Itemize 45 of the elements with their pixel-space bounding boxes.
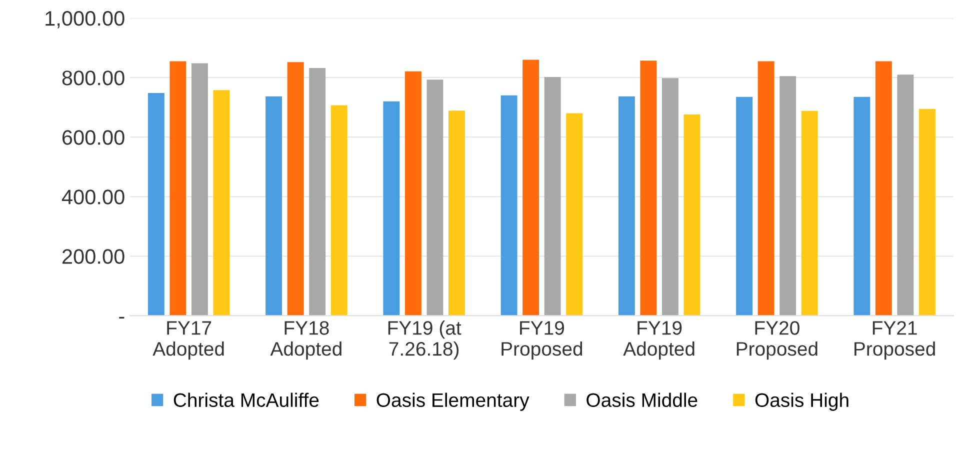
y-tick-label: 1,000.00	[46, 11, 124, 28]
bar	[854, 96, 870, 316]
bar	[170, 61, 186, 316]
bar	[780, 76, 796, 316]
bar	[736, 96, 753, 316]
bar	[426, 80, 444, 316]
bar	[618, 96, 635, 316]
y-tick-label: 800.00	[62, 70, 124, 86]
legend-label: Oasis Middle	[586, 392, 698, 408]
bar	[266, 96, 282, 316]
bar	[801, 110, 818, 316]
x-tick-label: FY20 Proposed	[736, 321, 818, 360]
legend-label: Oasis High	[755, 392, 848, 411]
bar	[448, 110, 465, 316]
bar	[684, 114, 700, 316]
x-tick-label: FY19 Adopted	[623, 321, 694, 360]
bar	[148, 93, 164, 316]
x-tick-label: FY18 Adopted	[270, 321, 342, 360]
bar	[662, 78, 678, 316]
x-tick-label: FY19 Proposed	[502, 321, 582, 360]
bar	[191, 63, 208, 316]
bar	[309, 68, 326, 316]
y-tick-label: 200.00	[62, 249, 124, 264]
bar	[500, 95, 518, 316]
y-tick-label: 600.00	[62, 130, 124, 145]
y-tick-label: -	[119, 316, 124, 319]
legend-label: Christa McAuliffe	[174, 392, 319, 408]
y-tick-label: 400.00	[62, 190, 124, 204]
legend-label: Oasis Elementary	[376, 392, 530, 411]
bar	[522, 60, 540, 316]
bar	[918, 108, 936, 316]
bar	[640, 60, 657, 316]
bar	[213, 90, 230, 316]
bar	[566, 113, 583, 316]
x-tick-label: FY21 Proposed	[854, 321, 935, 360]
bar	[875, 61, 892, 316]
bar	[383, 101, 400, 316]
x-tick-label: FY17 Adopted	[152, 321, 224, 360]
bar	[897, 74, 914, 316]
bar	[404, 71, 422, 316]
bar	[330, 105, 348, 316]
x-tick-label: FY19 (at 7.26.18)	[388, 320, 462, 360]
bar	[287, 62, 304, 316]
bar	[544, 76, 561, 316]
bar	[758, 61, 774, 316]
